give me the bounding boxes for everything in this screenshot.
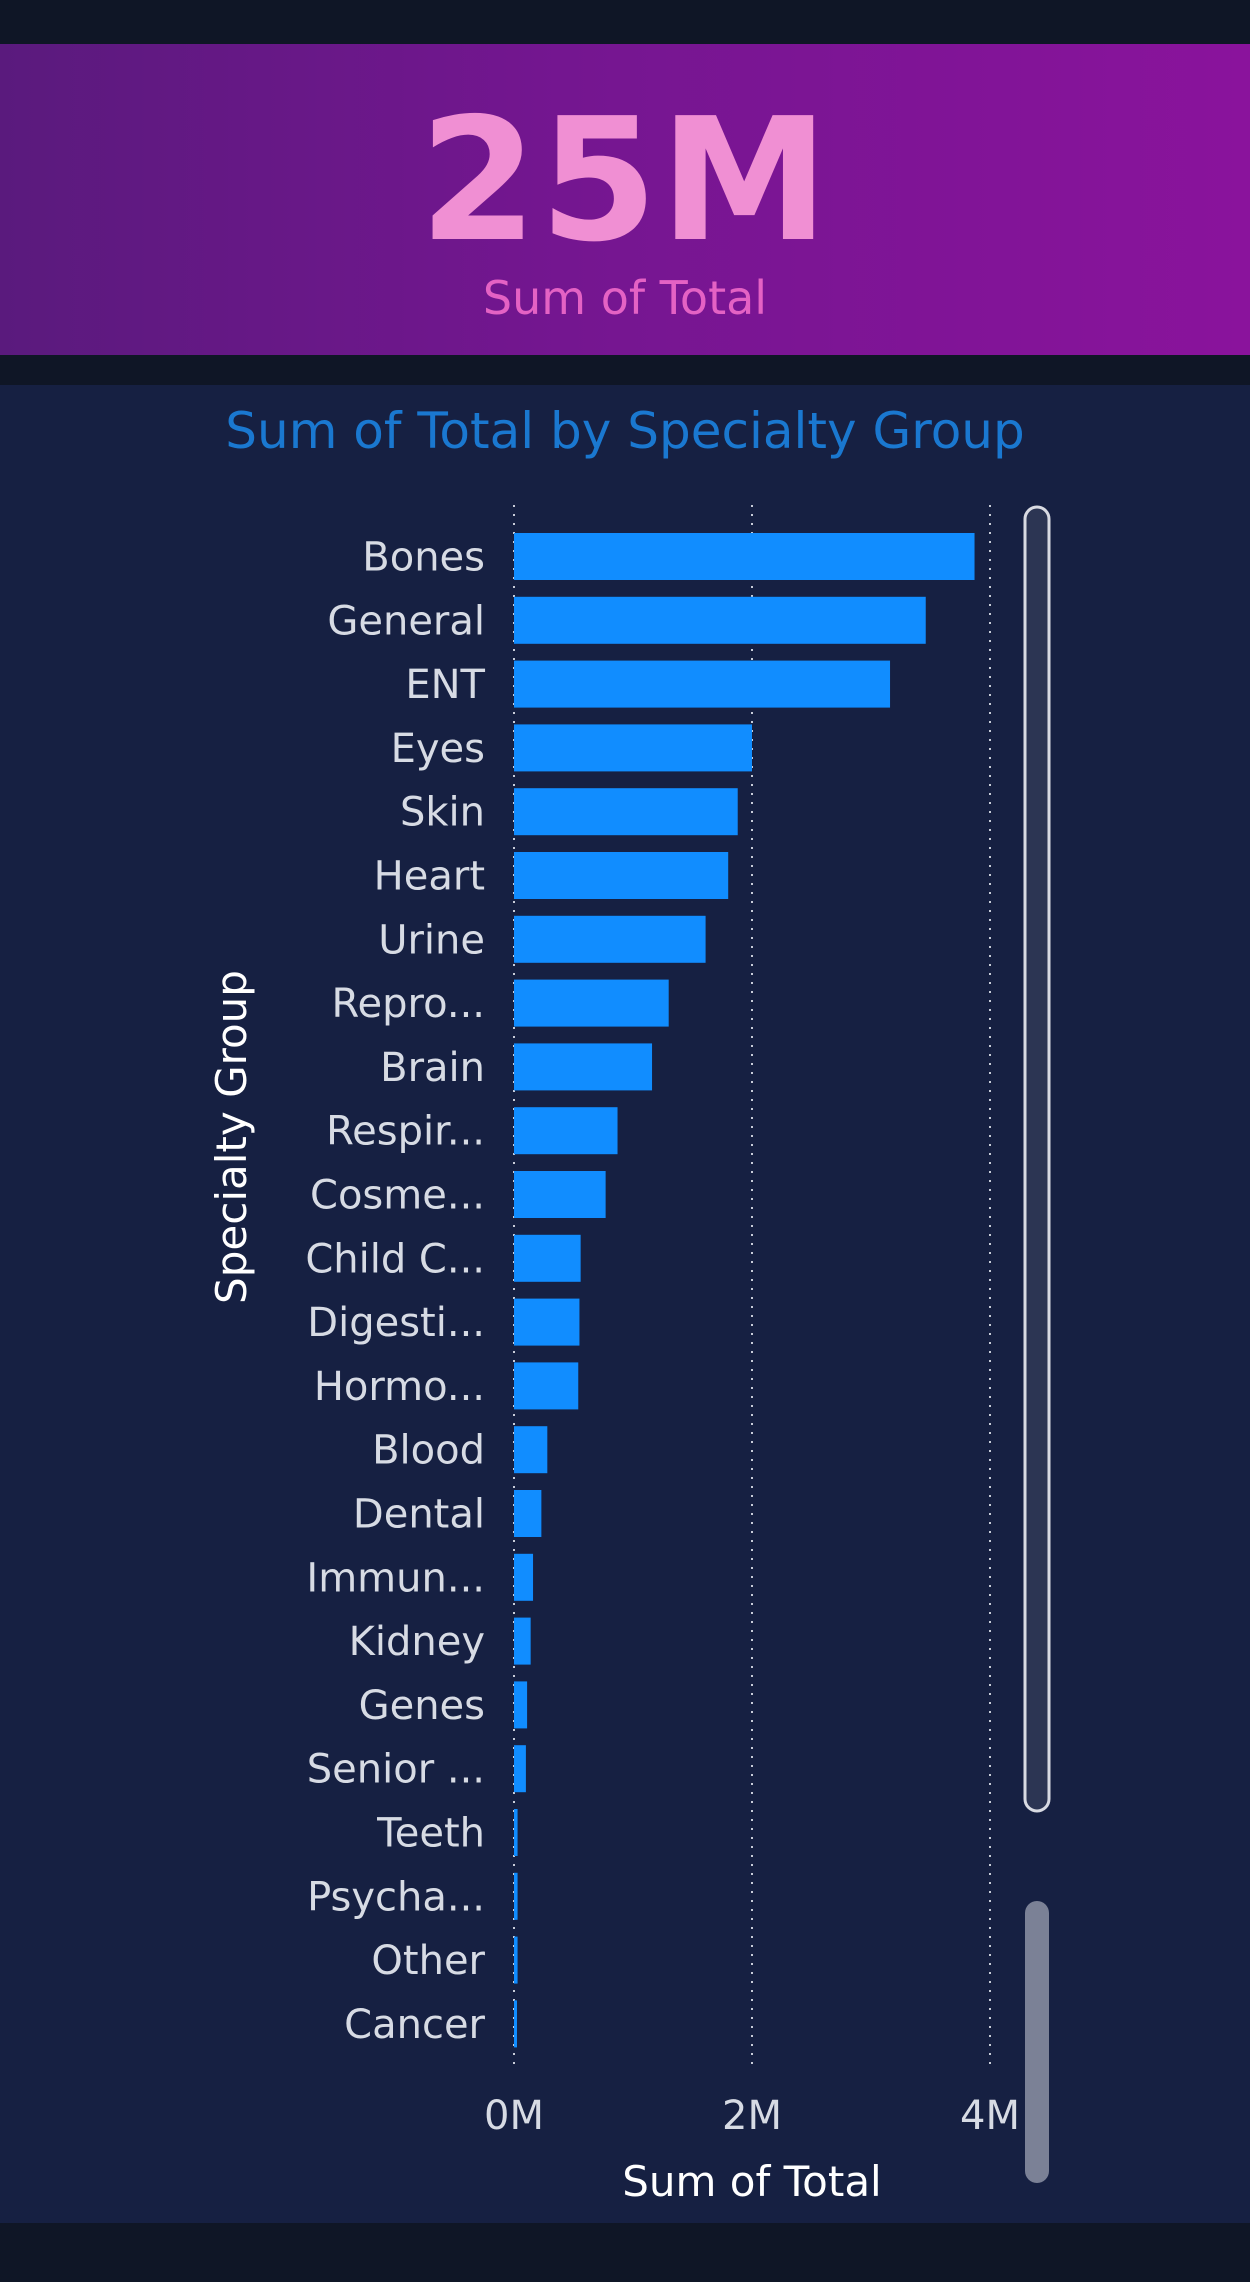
bar-9[interactable] — [514, 1107, 618, 1155]
bar-16[interactable] — [514, 1553, 534, 1601]
y-axis-title: Specialty Group — [207, 970, 256, 1304]
bottom-strip — [0, 2223, 1250, 2282]
category-label-11: Child C... — [305, 1236, 485, 1282]
bar-2[interactable] — [514, 660, 891, 708]
bar-22[interactable] — [514, 1936, 518, 1984]
category-label-5: Heart — [374, 854, 485, 900]
category-label-2: ENT — [405, 662, 485, 708]
bar-15[interactable] — [514, 1490, 542, 1537]
x-tick-label-0: 0M — [484, 2093, 544, 2139]
chart-title: Sum of Total by Specialty Group — [225, 402, 1024, 460]
category-label-8: Brain — [380, 1045, 485, 1091]
bars-group — [514, 533, 975, 2048]
gap-strip — [0, 355, 1250, 385]
bar-21[interactable] — [514, 1872, 518, 1920]
category-label-0: Bones — [362, 535, 485, 581]
category-labels: Bones General ENT Eyes Skin Heart Urine Repro..… — [305, 535, 485, 2048]
chart-card[interactable]: Sum of Total by Specialty Group Bones Gen… — [0, 385, 1250, 2223]
scrollbar-track[interactable] — [1023, 505, 1051, 1813]
x-tick-label-2: 4M — [960, 2093, 1020, 2139]
bar-6[interactable] — [514, 915, 706, 963]
bar-10[interactable] — [514, 1171, 606, 1218]
kpi-value: 25M — [419, 82, 831, 280]
category-label-9: Respir... — [326, 1109, 485, 1155]
category-label-12: Digesti... — [307, 1300, 485, 1346]
bar-7[interactable] — [514, 979, 669, 1027]
bar-8[interactable] — [514, 1043, 653, 1091]
category-label-15: Dental — [353, 1492, 485, 1538]
bar-18[interactable] — [514, 1681, 528, 1729]
kpi-label: Sum of Total — [482, 271, 768, 325]
scrollbar-thumb[interactable] — [1025, 1901, 1049, 2183]
bar-1[interactable] — [514, 596, 926, 644]
category-label-20: Teeth — [376, 1811, 485, 1857]
category-label-6: Urine — [378, 917, 485, 963]
category-label-17: Kidney — [349, 1619, 485, 1665]
bar-4[interactable] — [514, 788, 738, 836]
bar-14[interactable] — [514, 1426, 548, 1474]
bar-3[interactable] — [514, 724, 752, 772]
category-label-22: Other — [371, 1938, 485, 1984]
category-label-21: Psycha... — [307, 1874, 485, 1920]
tick-labels: 0M 2M 4M — [484, 2093, 1020, 2139]
bar-11[interactable] — [514, 1234, 581, 1282]
bar-20[interactable] — [514, 1809, 518, 1856]
bar-13[interactable] — [514, 1362, 579, 1410]
bar-19[interactable] — [514, 1745, 526, 1793]
x-tick-label-1: 2M — [722, 2093, 782, 2139]
x-axis-title: Sum of Total — [622, 2157, 881, 2206]
bar-chart[interactable]: Sum of Total by Specialty Group Bones Gen… — [0, 385, 1250, 2223]
category-label-3: Eyes — [391, 726, 485, 772]
category-label-13: Hormo... — [314, 1364, 485, 1410]
category-label-4: Skin — [400, 790, 485, 836]
top-strip — [0, 0, 1250, 44]
bar-5[interactable] — [514, 852, 729, 899]
scrollbar[interactable] — [1023, 505, 1051, 2183]
category-label-23: Cancer — [344, 2002, 485, 2048]
category-label-18: Genes — [359, 1683, 485, 1729]
category-label-19: Senior ... — [307, 1747, 485, 1793]
category-label-7: Repro... — [332, 981, 485, 1027]
category-label-10: Cosme... — [310, 1173, 485, 1219]
bar-17[interactable] — [514, 1617, 531, 1665]
category-label-1: General — [327, 598, 485, 644]
category-label-14: Blood — [372, 1428, 485, 1474]
category-label-16: Immun... — [306, 1555, 485, 1601]
bar-0[interactable] — [514, 533, 975, 580]
bar-23[interactable] — [514, 2000, 517, 2048]
kpi-card[interactable]: 25M Sum of Total — [0, 44, 1250, 355]
bar-12[interactable] — [514, 1298, 580, 1346]
